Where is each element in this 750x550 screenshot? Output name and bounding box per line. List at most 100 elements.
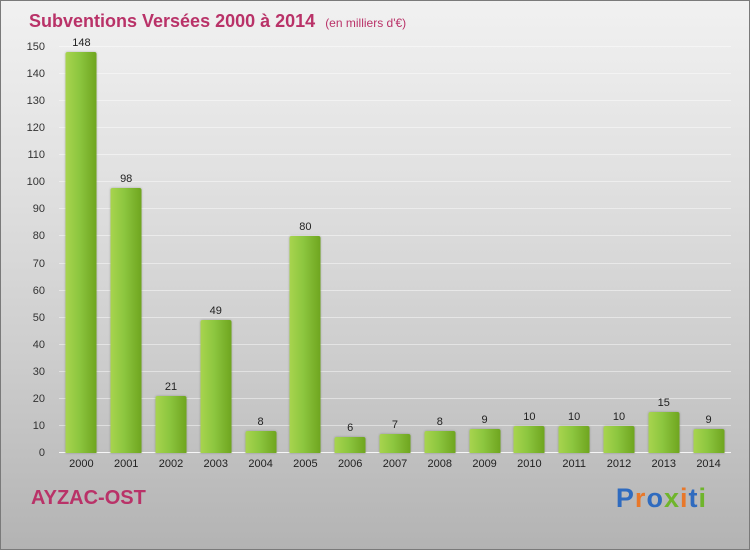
bar — [245, 431, 277, 453]
y-tick-label: 120 — [26, 122, 45, 135]
chart-title: Subventions Versées 2000 à 2014 — [29, 11, 316, 31]
y-tick-label: 60 — [32, 284, 45, 297]
bar-value-label: 9 — [705, 413, 712, 426]
y-tick-label: 150 — [26, 41, 45, 53]
bar-slot: 49 — [193, 47, 238, 453]
bar-slot: 9 — [462, 47, 507, 453]
bar-slot: 7 — [373, 47, 418, 453]
bar — [334, 436, 366, 453]
gridline — [59, 397, 731, 399]
logo-letter: o — [646, 483, 664, 513]
bar-slot: 10 — [597, 47, 642, 453]
bar-value-label: 49 — [209, 305, 222, 318]
bar-slot: 10 — [507, 47, 552, 453]
x-tick-label: 2004 — [248, 458, 273, 470]
x-tick-label: 2013 — [651, 458, 676, 470]
bar-value-label: 21 — [164, 381, 178, 394]
y-tick-label: 100 — [26, 176, 45, 189]
bar — [289, 236, 321, 453]
bar-slot: 21 — [149, 47, 194, 453]
bar — [200, 320, 232, 453]
gridline — [59, 370, 731, 372]
bar-slot: 9 — [686, 47, 731, 453]
y-tick-label: 110 — [27, 149, 45, 162]
bar-slot: 80 — [283, 47, 328, 453]
bar-value-label: 98 — [120, 172, 133, 185]
proxiti-logo: Proxiti — [616, 483, 707, 514]
bar-value-label: 10 — [568, 410, 581, 423]
logo-letter: x — [663, 483, 680, 513]
gridline — [59, 424, 731, 426]
bar — [648, 412, 680, 453]
gridline — [59, 235, 731, 237]
logo-letter: i — [698, 483, 707, 513]
gridline — [59, 154, 731, 156]
bar-slot: 98 — [104, 47, 149, 453]
gridline — [59, 127, 731, 129]
x-tick-label: 2007 — [382, 458, 408, 470]
bar — [65, 52, 97, 453]
bar-slot: 10 — [552, 47, 597, 453]
y-tick-label: 40 — [32, 338, 45, 351]
plot-area: 148 98 21 49 8 80 6 7 8 9 10 10 10 15 9 — [59, 37, 731, 453]
bar-value-label: 6 — [347, 421, 354, 434]
gridline — [59, 46, 731, 47]
x-tick-label: 2014 — [696, 458, 721, 470]
logo-letter: r — [634, 483, 647, 513]
y-tick-label: 130 — [26, 95, 45, 108]
bar — [424, 431, 456, 453]
x-tick-label: 2003 — [203, 458, 229, 470]
x-tick-label: 2005 — [293, 458, 318, 470]
bar-value-label: 80 — [299, 221, 312, 234]
y-axis: 0 10 20 30 40 50 60 70 80 90 100 110 120 130 140 150 — [1, 41, 53, 459]
y-tick-label: 140 — [26, 68, 45, 81]
bar-slot: 8 — [417, 47, 462, 453]
gridline — [59, 100, 731, 102]
y-tick-label: 50 — [32, 311, 45, 324]
bar-slot: 15 — [641, 47, 686, 453]
bar — [469, 428, 501, 453]
bar-value-label: 15 — [657, 397, 670, 410]
x-tick-label: 2006 — [337, 458, 363, 470]
logo-letter: P — [615, 483, 635, 513]
bar — [379, 434, 411, 453]
gridline — [59, 181, 731, 183]
y-tick-label: 70 — [32, 257, 45, 270]
gridline — [59, 343, 731, 345]
bars-row: 148 98 21 49 8 80 6 7 8 9 10 10 10 15 9 — [59, 37, 731, 453]
bar — [603, 425, 635, 453]
x-tick-label: 2011 — [562, 458, 586, 470]
bar — [110, 187, 142, 453]
bar-value-label: 148 — [72, 37, 91, 50]
logo-letter: i — [679, 483, 689, 513]
bar-value-label: 10 — [612, 410, 626, 423]
gridline — [59, 262, 731, 264]
x-tick-label: 2009 — [472, 458, 497, 470]
x-tick-label: 2012 — [606, 458, 632, 470]
x-tick-label: 2002 — [158, 458, 184, 470]
bar-slot: 6 — [328, 47, 373, 453]
bar — [558, 425, 590, 453]
x-tick-label: 2008 — [427, 458, 453, 470]
y-tick-label: 90 — [32, 203, 45, 216]
bar — [693, 428, 725, 453]
gridline — [59, 73, 731, 75]
bar-value-label: 7 — [391, 419, 399, 432]
gridline — [59, 208, 731, 210]
x-tick-label: 2010 — [517, 458, 542, 470]
bar — [155, 396, 187, 453]
gridline — [59, 289, 731, 291]
bar-slot: 148 — [59, 37, 104, 453]
bar-value-label: 8 — [436, 416, 443, 429]
chart-subtitle: (en milliers d'€) — [325, 16, 407, 30]
entity-name: AYZAC-OST — [31, 487, 146, 509]
x-tick-label: 2000 — [69, 458, 94, 470]
x-tick-label: 2001 — [113, 458, 139, 470]
x-axis: 2000 2001 2002 2003 2004 2005 2006 2007 2008 2009… — [59, 458, 731, 474]
logo-letter: t — [688, 483, 699, 513]
y-tick-label: 80 — [32, 230, 45, 243]
y-tick-label: 30 — [32, 365, 45, 378]
y-tick-label: 0 — [38, 447, 45, 459]
bar-value-label: 8 — [257, 416, 264, 429]
bar-slot: 8 — [238, 47, 283, 453]
